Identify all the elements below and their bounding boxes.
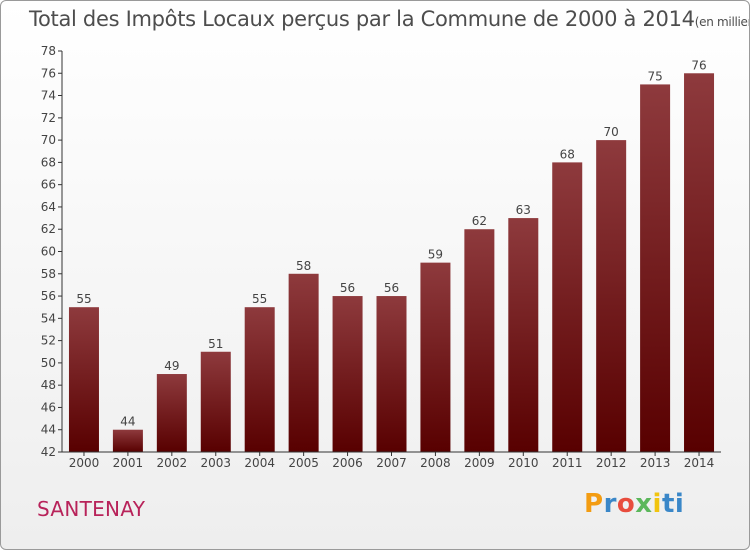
logo-letter: x	[635, 489, 653, 519]
x-tick-label: 2005	[288, 456, 319, 470]
y-tick-label: 54	[41, 311, 56, 325]
bar	[288, 273, 319, 452]
y-tick-label: 50	[41, 356, 56, 370]
bar-value-label: 56	[340, 281, 355, 295]
bar-value-label: 62	[472, 214, 487, 228]
bar	[508, 218, 539, 452]
y-tick-label: 42	[41, 445, 56, 459]
bar	[68, 307, 99, 452]
bar-value-label: 56	[384, 281, 399, 295]
bar	[420, 262, 451, 452]
bar	[200, 351, 231, 452]
x-tick-label: 2001	[113, 456, 144, 470]
y-tick-label: 58	[41, 267, 56, 281]
y-tick-label: 64	[41, 200, 56, 214]
y-tick-label: 66	[41, 178, 56, 192]
bar-value-label: 55	[76, 292, 91, 306]
logo-letter: P	[584, 489, 604, 519]
chart-title-text: Total des Impôts Locaux perçus par la Co…	[29, 7, 695, 31]
bar	[684, 73, 715, 453]
bar	[552, 162, 583, 452]
bar-value-label: 75	[647, 69, 662, 83]
y-tick-label: 48	[41, 378, 56, 392]
y-tick-label: 78	[41, 44, 56, 58]
bar-value-label: 76	[691, 58, 706, 72]
bar-value-label: 68	[560, 147, 575, 161]
x-tick-label: 2006	[332, 456, 363, 470]
bar-value-label: 49	[164, 359, 179, 373]
bar-value-label: 51	[208, 337, 223, 351]
x-tick-label: 2010	[508, 456, 539, 470]
bar-value-label: 44	[120, 415, 135, 429]
y-tick-label: 44	[41, 423, 56, 437]
y-tick-label: 60	[41, 245, 56, 259]
y-tick-label: 56	[41, 289, 56, 303]
y-tick-label: 46	[41, 400, 56, 414]
logo-letter: r	[603, 489, 617, 519]
x-tick-label: 2004	[244, 456, 275, 470]
x-tick-label: 2014	[684, 456, 715, 470]
x-tick-label: 2002	[157, 456, 188, 470]
bar	[244, 307, 275, 452]
y-tick-label: 72	[41, 111, 56, 125]
chart-title-unit: (en milliers d'€)	[694, 15, 749, 29]
y-axis: 42 44 46 48 50 52 54 56 58 60 62 64 66 68 70 72 74 76 78	[41, 44, 63, 459]
bar	[332, 296, 363, 452]
y-tick-label: 52	[41, 334, 56, 348]
y-tick-label: 70	[41, 133, 56, 147]
bar-value-label: 59	[428, 248, 443, 262]
x-tick-label: 2007	[376, 456, 407, 470]
y-tick-label: 68	[41, 155, 56, 169]
x-tick-label: 2013	[640, 456, 671, 470]
y-tick-label: 76	[41, 66, 56, 80]
x-tick-label: 2008	[420, 456, 451, 470]
x-tick-label: 2003	[200, 456, 231, 470]
bar	[640, 84, 671, 453]
logo-letter: ti	[661, 489, 685, 519]
commune-name: SANTENAY	[37, 497, 146, 521]
x-tick-label: 2000	[69, 456, 100, 470]
y-tick-label: 74	[41, 89, 56, 103]
y-tick-label: 62	[41, 222, 56, 236]
bar	[376, 296, 407, 452]
proxiti-logo: Proxiti	[584, 489, 684, 519]
x-tick-label: 2011	[552, 456, 583, 470]
x-axis: 2000 2001 2002 2003 2004 2005 2006 2007 2008 2009…	[62, 451, 721, 470]
bars: 55 44 49 51 55 58 56 56 59 62 63 68 70 75 76	[68, 58, 715, 453]
chart-title: Total des Impôts Locaux perçus par la Co…	[29, 7, 749, 31]
x-tick-label: 2012	[596, 456, 627, 470]
bar-value-label: 70	[604, 125, 619, 139]
bar	[112, 429, 143, 452]
logo-letter: i	[652, 489, 662, 519]
bar	[464, 229, 495, 452]
bar-value-label: 63	[516, 203, 531, 217]
bar	[596, 140, 627, 452]
bar-value-label: 55	[252, 292, 267, 306]
bar	[156, 374, 187, 452]
logo-letter: o	[616, 489, 636, 519]
bar-value-label: 58	[296, 259, 311, 273]
x-tick-label: 2009	[464, 456, 495, 470]
